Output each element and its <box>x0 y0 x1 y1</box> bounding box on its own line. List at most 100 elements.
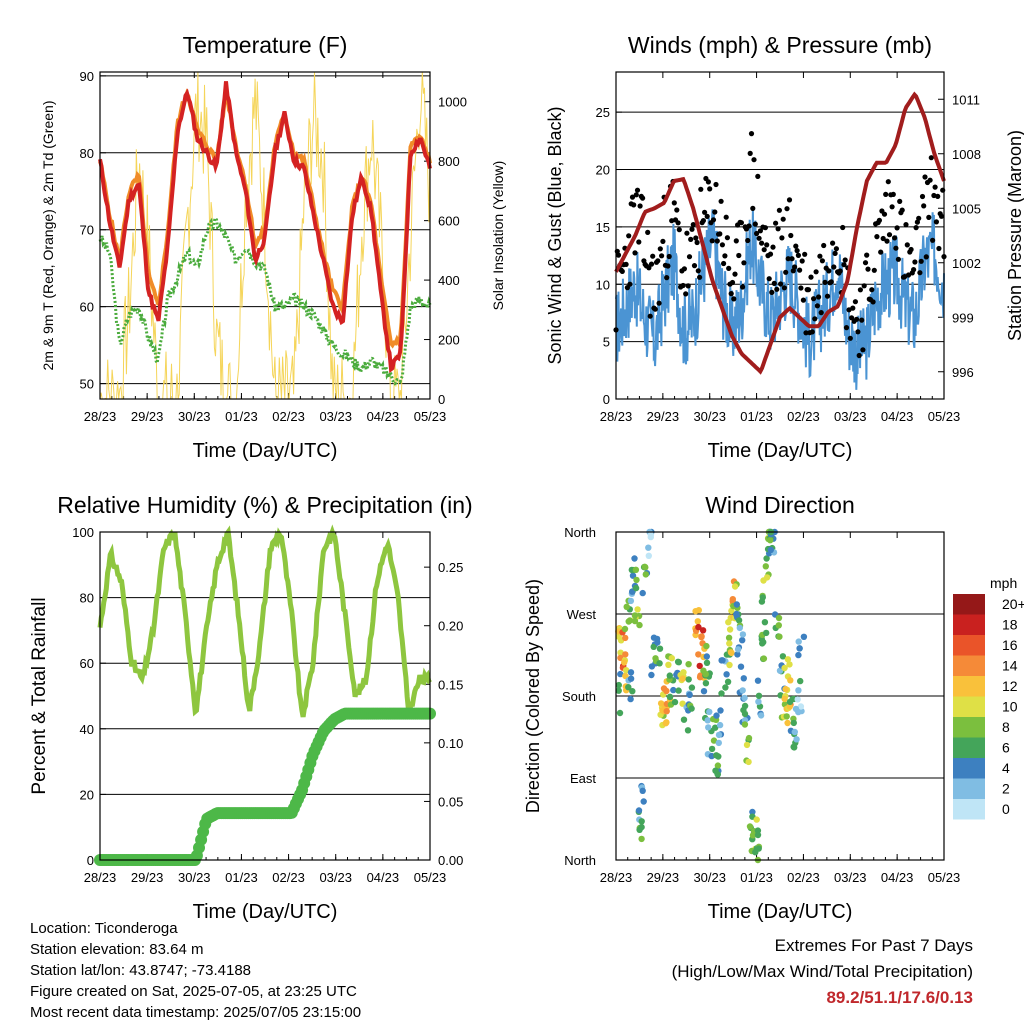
plot-border <box>99 531 431 861</box>
y2-axis-label: Station Pressure (Maroon) <box>1005 130 1024 341</box>
direction-point <box>733 601 740 608</box>
direction-point <box>617 670 624 678</box>
direction-point <box>713 712 720 719</box>
gust-point <box>841 262 847 268</box>
gust-point <box>923 254 929 260</box>
gust-point <box>885 179 891 185</box>
gust-point <box>710 217 717 223</box>
gust-point <box>794 248 800 254</box>
direction-point <box>729 596 736 603</box>
gust-point <box>631 202 637 208</box>
direction-point <box>767 546 774 554</box>
gust-point <box>646 265 652 271</box>
gust-point <box>684 230 690 236</box>
gust-point <box>932 184 938 190</box>
gust-point <box>632 250 638 256</box>
direction-point <box>666 672 673 679</box>
y-tick-label: 10 <box>596 277 610 292</box>
gust-point <box>690 222 696 228</box>
direction-point <box>722 684 729 691</box>
direction-point <box>686 691 693 699</box>
direction-point <box>629 688 636 695</box>
colorbar-swatch <box>953 676 985 697</box>
colorbar-label: 6 <box>1002 740 1010 756</box>
gust-point <box>927 177 933 183</box>
y-tick-label: 60 <box>80 656 94 671</box>
gust-point <box>647 313 653 319</box>
gust-point <box>922 174 928 180</box>
gust-point <box>693 235 699 241</box>
direction-point <box>752 849 759 856</box>
direction-point <box>675 687 682 694</box>
gust-point <box>819 258 826 264</box>
gust-point <box>792 264 798 270</box>
gust-point <box>864 252 870 258</box>
direction-point <box>754 677 762 684</box>
direction-point <box>642 571 649 578</box>
extremes-legend: (High/Low/Max Wind/Total Precipitation) <box>671 962 973 981</box>
direction-point <box>760 655 768 662</box>
colorbar-swatch <box>953 737 985 758</box>
direction-point <box>726 640 733 647</box>
gust-point <box>664 275 670 281</box>
series-dewpoint <box>98 214 432 386</box>
direction-point <box>629 572 637 579</box>
direction-point <box>635 807 643 814</box>
direction-point <box>734 651 741 658</box>
gust-point <box>694 239 700 246</box>
gust-point <box>833 246 840 252</box>
gust-point <box>723 214 729 220</box>
extremes-values: 89.2/51.1/17.6/0.13 <box>826 988 973 1007</box>
gust-point <box>764 242 770 248</box>
direction-point <box>781 664 788 672</box>
y2-tick-label: 600 <box>438 214 460 229</box>
direction-point <box>790 743 797 751</box>
panel-title: Wind Direction <box>705 492 855 518</box>
gust-point <box>732 271 738 277</box>
series-wind <box>615 208 945 390</box>
gust-point <box>740 284 746 290</box>
gust-point <box>656 300 662 306</box>
gust-point <box>713 181 719 188</box>
extremes-heading: Extremes For Past 7 Days <box>774 936 973 955</box>
gust-point <box>718 198 724 204</box>
gust-point <box>746 223 752 229</box>
gust-point <box>648 261 655 267</box>
y-axis-label: Sonic Wind & Gust (Blue, Black) <box>545 106 565 364</box>
direction-point <box>703 653 710 660</box>
gust-point <box>811 296 817 302</box>
figure-created: Figure created on Sat, 2025-07-05, at 23… <box>30 983 357 1000</box>
gust-point <box>822 279 828 285</box>
gust-point <box>854 316 860 322</box>
gust-point <box>892 235 898 241</box>
gust-point <box>700 218 707 224</box>
direction-point <box>638 818 645 825</box>
x-tick-label: 03/23 <box>319 409 352 424</box>
x-tick-label: 01/23 <box>225 870 258 885</box>
gust-point <box>623 261 629 267</box>
direction-point <box>725 634 733 641</box>
direction-point <box>723 671 730 678</box>
panel-humidity: Relative Humidity (%) & Precipitation (i… <box>29 492 473 923</box>
gust-point <box>935 193 941 199</box>
direction-point <box>763 629 770 637</box>
gust-point <box>809 329 815 335</box>
gust-point <box>803 330 809 336</box>
gust-point <box>905 272 912 278</box>
plot-border <box>99 71 431 400</box>
direction-point <box>645 552 652 559</box>
direction-point <box>717 707 724 714</box>
panel-title: Relative Humidity (%) & Precipitation (i… <box>57 492 472 518</box>
direction-point <box>795 638 802 645</box>
direction-point <box>662 720 669 727</box>
gust-point <box>783 269 789 275</box>
gust-point <box>912 259 918 265</box>
gust-point <box>800 297 807 303</box>
direction-point <box>715 739 722 747</box>
direction-point <box>741 694 748 702</box>
gust-point <box>784 206 790 212</box>
direction-point <box>638 835 645 843</box>
x-tick-label: 05/23 <box>414 409 447 424</box>
x-tick-label: 29/23 <box>131 409 164 424</box>
direction-point <box>633 576 640 584</box>
